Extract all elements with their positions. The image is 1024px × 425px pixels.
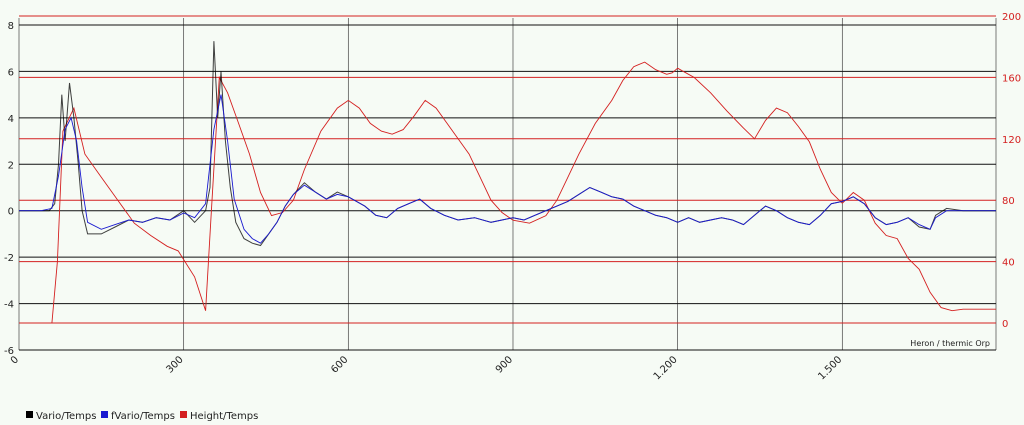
x-tick-label: 1.200: [652, 354, 680, 382]
legend-label: fVario/Temps: [111, 411, 175, 422]
legend-label: Height/Temps: [190, 411, 258, 422]
y-right-tick-label: 120: [1002, 135, 1021, 146]
x-tick-label: 300: [165, 354, 186, 375]
y-right-tick-label: 80: [1002, 196, 1015, 207]
series-line-2: [19, 61, 996, 324]
y-left-tick-label: -2: [4, 253, 14, 264]
series-lines: [19, 41, 996, 324]
y-right-tick-label: 0: [1002, 319, 1008, 330]
y-left-tick-label: 2: [8, 160, 14, 171]
grid-lines: [18, 15, 997, 351]
y-right-tick-label: 40: [1002, 258, 1015, 269]
y-right-tick-label: 200: [1002, 12, 1021, 23]
y-right-tick-label: 160: [1002, 73, 1021, 84]
y-left-tick-label: 8: [8, 21, 14, 32]
y-left-tick-label: -6: [4, 346, 14, 357]
x-tick-label: 1.500: [816, 354, 844, 382]
y-left-tick-label: 0: [8, 207, 14, 218]
legend-label: Vario/Temps: [36, 411, 96, 422]
legend: Vario/Temps fVario/Temps Height/Temps: [26, 411, 258, 422]
y-left-tick-label: -4: [4, 300, 14, 311]
x-tick-label: 0: [9, 354, 21, 366]
chart-description: Heron / thermic Orp: [910, 339, 990, 348]
y-left-tick-label: 6: [8, 67, 14, 78]
legend-swatch: [101, 411, 108, 418]
legend-swatch: [26, 411, 33, 418]
x-tick-label: 900: [494, 354, 515, 375]
series-line-1: [19, 94, 996, 244]
x-tick-label: 600: [329, 354, 350, 375]
legend-swatch: [180, 411, 187, 418]
y-left-tick-label: 4: [8, 114, 14, 125]
